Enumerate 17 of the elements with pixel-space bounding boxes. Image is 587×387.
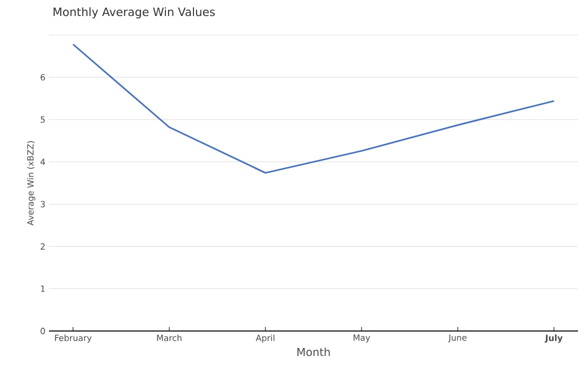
x-tick-label: April xyxy=(256,334,274,343)
line-series xyxy=(72,44,555,174)
x-tick-label: June xyxy=(448,334,467,342)
y-tick-label: 3 xyxy=(40,200,45,208)
x-axis-title: Month xyxy=(297,348,330,356)
y-tick-label: 0 xyxy=(40,328,45,334)
x-tick-label: February xyxy=(55,334,92,343)
y-tick-label: 6 xyxy=(40,74,45,80)
y-axis-title: Average Win (xBZZ) xyxy=(27,141,36,226)
y-tick-label: 4 xyxy=(40,158,45,165)
x-tick-label: July xyxy=(544,334,563,343)
chart-title: Monthly Average Win Values xyxy=(54,7,215,18)
y-tick-label: 2 xyxy=(40,243,45,250)
y-tick-label: 1 xyxy=(41,286,45,292)
y-tick-label: 5 xyxy=(40,116,45,123)
x-tick-label: March xyxy=(157,334,182,342)
x-tick-label: May xyxy=(354,334,370,342)
